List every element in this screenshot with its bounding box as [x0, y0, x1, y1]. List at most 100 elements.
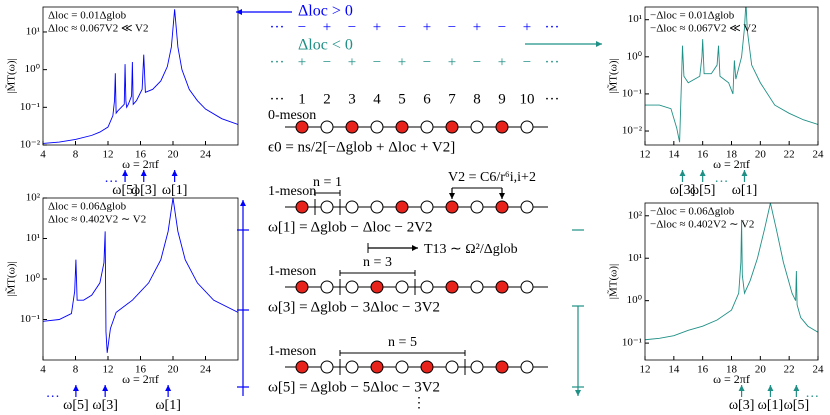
- plot-frame: [644, 202, 819, 361]
- n-label: n = 1: [313, 175, 342, 190]
- site-number: 3: [348, 91, 356, 107]
- atom: [420, 280, 434, 294]
- energy-formula: ω[1] = Δglob − Δloc − 2V2: [268, 219, 433, 235]
- atom: [470, 120, 484, 134]
- sign: +: [323, 19, 331, 35]
- atom: [345, 120, 359, 134]
- x-tick-label: 12: [640, 149, 651, 161]
- atom: [520, 120, 534, 134]
- site-number: 7: [448, 91, 456, 107]
- y-tick-label: 10⁻¹: [622, 337, 642, 349]
- atom: [395, 280, 409, 294]
- site-number: 9: [498, 91, 506, 107]
- ellipsis: ···: [714, 175, 728, 190]
- x-tick-label: 4: [40, 364, 46, 376]
- atom: [320, 200, 334, 214]
- x-tick-label: 8: [73, 149, 79, 161]
- arrow-head: [171, 170, 178, 176]
- sign: −: [423, 54, 431, 70]
- sign: −: [523, 54, 531, 70]
- arrow-head: [102, 385, 109, 391]
- x-tick-label: 14: [668, 364, 680, 376]
- y-tick-label: 10¹: [628, 13, 642, 25]
- x-tick-label: 24: [200, 364, 212, 376]
- peak-label: ω[5]: [690, 183, 716, 198]
- arrow-head: [236, 9, 242, 15]
- arrow-head: [679, 170, 686, 176]
- sign: −: [373, 54, 381, 70]
- y-tick-label: 10¹: [628, 252, 642, 264]
- peak-label: ω[1]: [732, 183, 758, 198]
- arrow-head: [793, 385, 800, 391]
- arrow-head: [412, 245, 418, 251]
- x-tick-label: 12: [103, 149, 114, 161]
- arrow-head: [499, 193, 505, 199]
- x-tick-label: 20: [168, 364, 180, 376]
- plot-frame: [42, 197, 239, 361]
- x-tick-label: 16: [135, 149, 147, 161]
- site-number: 2: [323, 91, 331, 107]
- atom: [445, 120, 459, 134]
- arrow-head: [741, 170, 748, 176]
- atom: [470, 200, 484, 214]
- x-tick-label: 18: [726, 149, 738, 161]
- atom: [320, 360, 334, 374]
- sign: +: [423, 19, 431, 35]
- sign: −: [298, 19, 306, 35]
- peak-label: ω[3]: [92, 398, 118, 413]
- x-tick-label: 16: [697, 149, 709, 161]
- peak-label: ω[1]: [155, 398, 181, 413]
- site-number: 1: [298, 91, 306, 107]
- ellipsis: ···: [805, 390, 819, 405]
- annotation: −Δloc ≈ 0.067V2 ≪ V2: [650, 23, 757, 35]
- y-tick-label: 10⁻¹: [622, 87, 642, 99]
- atom: [320, 280, 334, 294]
- peak-label: ω[3]: [670, 183, 696, 198]
- x-tick-label: 22: [784, 149, 795, 161]
- annotation: Δloc = 0.06Δglob: [48, 201, 127, 213]
- y-tick-label: 10¹: [26, 26, 40, 38]
- x-axis-label: ω = 2πf: [713, 372, 750, 386]
- atom: [420, 360, 434, 374]
- sign: +: [298, 54, 306, 70]
- site-number: 4: [373, 91, 381, 107]
- atom: [495, 280, 509, 294]
- energy-formula: ω[3] = Δglob − 3Δloc − 3V2: [268, 299, 440, 315]
- peak-label: ω[3]: [131, 183, 157, 198]
- positive-label: Δloc > 0: [298, 3, 353, 20]
- sign: +: [398, 54, 406, 70]
- meson-label: 0-meson: [268, 108, 316, 123]
- x-tick-label: 8: [73, 364, 79, 376]
- atom: [495, 120, 509, 134]
- sign: −: [323, 54, 331, 70]
- interaction-label: V2 = C6/r⁶i,i+2: [448, 170, 536, 185]
- sign: −: [398, 19, 406, 35]
- sign: +: [523, 19, 531, 35]
- x-axis-label: ω = 2πf: [122, 372, 159, 386]
- arrow-head: [738, 385, 745, 391]
- atom: [345, 280, 359, 294]
- ellipsis: ···: [104, 175, 118, 190]
- atom: [370, 280, 384, 294]
- atom: [395, 360, 409, 374]
- site-number: 6: [423, 91, 431, 107]
- site-number: 10: [520, 91, 535, 107]
- plot-frame: [42, 6, 239, 146]
- x-tick-label: 24: [813, 149, 825, 161]
- atom: [470, 280, 484, 294]
- annotation: Δloc ≈ 0.402V2 ∼ V2: [48, 214, 146, 226]
- sign: −: [448, 19, 456, 35]
- sign: +: [448, 54, 456, 70]
- y-tick-label: 10⁻¹: [20, 101, 40, 113]
- meson-label: 1-meson: [268, 264, 316, 279]
- atom: [295, 360, 309, 374]
- site-number: 8: [473, 91, 481, 107]
- annotation: −Δloc = 0.01Δglob: [650, 10, 735, 22]
- x-tick-label: 12: [103, 364, 114, 376]
- atom: [370, 200, 384, 214]
- y-axis-label: |M̃T(ω)|: [606, 58, 619, 93]
- plot-frame: [644, 6, 819, 146]
- spectrum-line: [43, 198, 238, 353]
- peak-label: ω[1]: [162, 183, 188, 198]
